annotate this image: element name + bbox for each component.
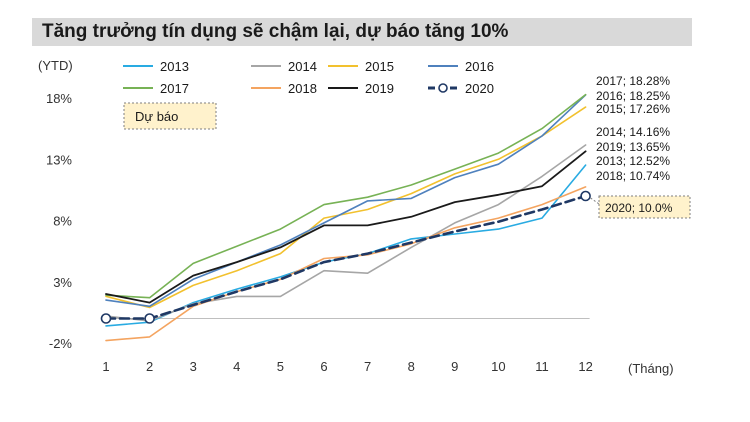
- legend: 2013 2014 2015 2016 2017 2018 2019 2020: [123, 59, 494, 96]
- end-label: 2013; 12.52%: [596, 154, 670, 168]
- axes: -2%3%8%13%18%(YTD)1 2 3 4 5 6 7 8 9 10 11 12 (Tháng): [38, 58, 674, 376]
- title-bar: Tăng trưởng tín dụng sẽ chậm lại, dự báo…: [32, 18, 692, 46]
- end-label: 2015; 17.26%: [596, 102, 670, 116]
- forecast-box-label: Dự báo: [135, 109, 178, 124]
- x-tick-label: 1: [102, 359, 109, 374]
- x-tick-label: 2: [146, 359, 153, 374]
- x-tick-label: 8: [408, 359, 415, 374]
- marker-2020: [144, 313, 155, 324]
- x-tick-label: 5: [277, 359, 284, 374]
- end-label: 2017; 18.28%: [596, 74, 670, 88]
- marker-2020: [100, 313, 112, 324]
- legend-label-2015: 2015: [365, 59, 394, 74]
- y-axis-label: (YTD): [38, 58, 73, 73]
- series-line-2014: [105, 144, 587, 322]
- series-line-2016: [105, 94, 587, 308]
- legend-label-2018: 2018: [288, 81, 317, 96]
- x-tick-label: 7: [364, 359, 371, 374]
- x-tick-label: 3: [190, 359, 197, 374]
- forecast-box-frame: [123, 102, 217, 130]
- forecast-box: Dự báo: [123, 102, 217, 130]
- series-line-2019: [105, 150, 587, 304]
- legend-label-2017: 2017: [160, 81, 189, 96]
- legend-label-2020: 2020: [465, 81, 494, 96]
- x-tick-label: 11: [535, 359, 549, 374]
- end-label: 2019; 13.65%: [596, 140, 670, 154]
- y-tick-label: -2%: [49, 336, 73, 351]
- series-lines: [100, 93, 591, 342]
- series-line-2013: [105, 164, 587, 327]
- end-label: 2016; 18.25%: [596, 89, 670, 103]
- y-tick-label: 18%: [46, 91, 72, 106]
- x-tick-label: 6: [320, 359, 327, 374]
- series-line-2020: [104, 194, 587, 320]
- end-labels: 2017; 18.28%2016; 18.25%2015; 17.26% 2014…: [590, 74, 691, 219]
- legend-label-2013: 2013: [160, 59, 189, 74]
- legend-label-2014: 2014: [288, 59, 317, 74]
- x-tick-label: 12: [578, 359, 592, 374]
- chart-title: Tăng trưởng tín dụng sẽ chậm lại, dự báo…: [42, 21, 509, 42]
- y-tick-label: 3%: [53, 275, 72, 290]
- x-tick-label: 4: [233, 359, 240, 374]
- y-tick-label: 13%: [46, 152, 72, 167]
- x-tick-label: 10: [491, 359, 505, 374]
- end-label: 2014; 14.16%: [596, 125, 670, 139]
- marker-2020: [580, 190, 591, 202]
- callout-leader: [590, 197, 600, 205]
- callout-box-2020: [598, 195, 691, 219]
- end-label-2020: 2020; 10.0%: [605, 201, 673, 215]
- series-line-2015: [105, 106, 587, 309]
- series-line-2018: [105, 186, 587, 342]
- x-tick-label: 9: [451, 359, 458, 374]
- x-axis-label: (Tháng): [628, 361, 674, 376]
- legend-label-2016: 2016: [465, 59, 494, 74]
- end-label: 2018; 10.74%: [596, 169, 670, 183]
- series-line-2017: [105, 93, 587, 299]
- legend-label-2019: 2019: [365, 81, 394, 96]
- legend-marker-2020: [438, 83, 448, 93]
- y-tick-label: 8%: [53, 214, 72, 229]
